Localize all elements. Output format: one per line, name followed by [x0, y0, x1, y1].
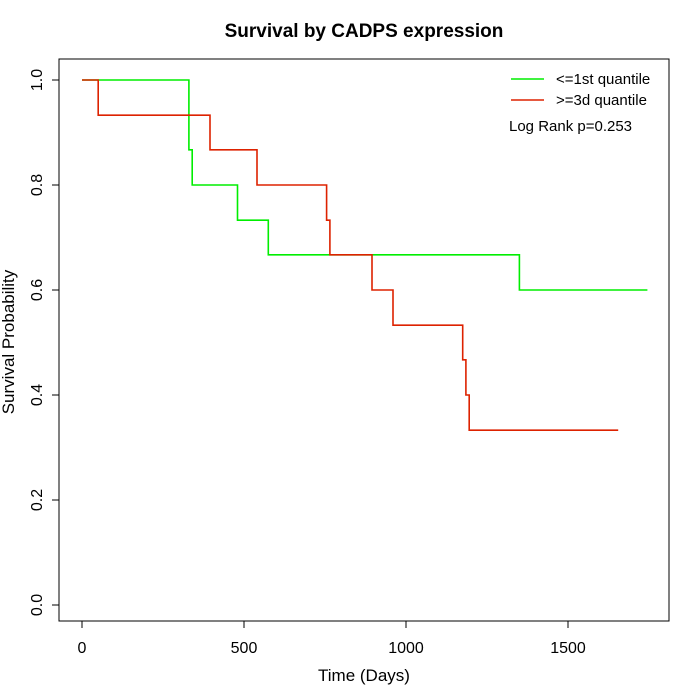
plot-frame	[58, 58, 670, 622]
x-axis-label: Time (Days)	[318, 666, 410, 685]
y-tick-label: 0.6	[29, 279, 46, 301]
log-rank-annotation: Log Rank p=0.253	[509, 118, 632, 135]
x-axis: 0 500 1000 1500	[78, 620, 586, 657]
x-tick-label: 0	[78, 640, 87, 657]
y-tick-label: 1.0	[29, 69, 46, 91]
y-tick-label: 0.4	[29, 384, 46, 406]
x-tick-label: 1000	[388, 640, 424, 657]
series-layer	[82, 79, 648, 432]
series-line-first-quantile	[82, 79, 648, 291]
chart-title: Survival by CADPS expression	[225, 21, 504, 42]
y-axis-label: Survival Probability	[0, 269, 18, 414]
legend-label: >=3d quantile	[556, 92, 647, 109]
x-tick-label: 1500	[550, 640, 586, 657]
y-tick-label: 0.2	[29, 489, 46, 511]
y-axis: 0.0 0.2 0.4 0.6 0.8 1.0	[29, 69, 60, 616]
y-tick-label: 0.0	[29, 594, 46, 616]
series-line-third-quantile	[82, 79, 619, 432]
y-tick-label: 0.8	[29, 174, 46, 196]
x-tick-label: 500	[231, 640, 258, 657]
legend-label: <=1st quantile	[556, 71, 650, 88]
legend: <=1st quantile >=3d quantile	[511, 71, 650, 109]
